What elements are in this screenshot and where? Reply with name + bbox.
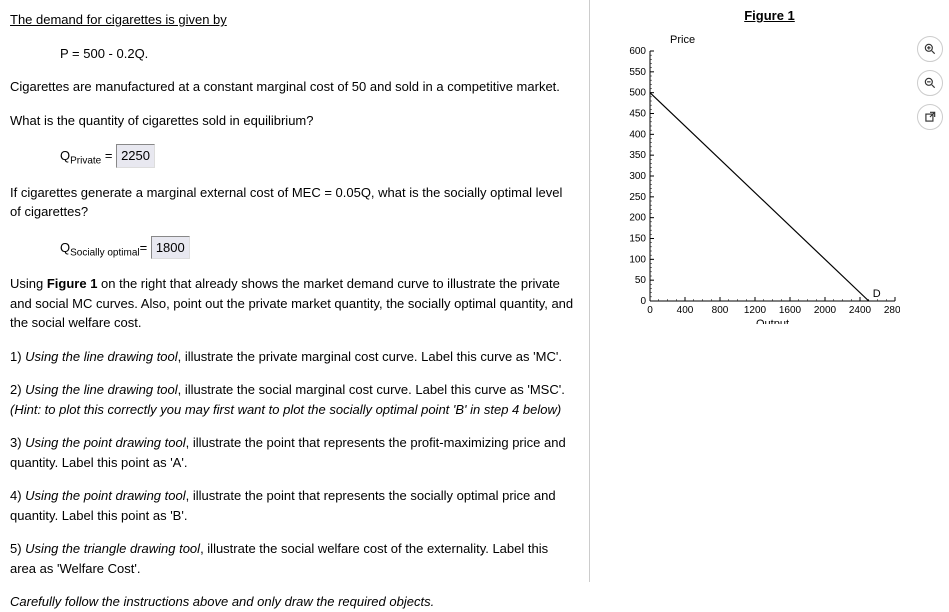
svg-text:1200: 1200	[744, 305, 767, 316]
question-equilibrium: What is the quantity of cigarettes sold …	[10, 111, 575, 131]
svg-text:0: 0	[647, 305, 653, 316]
q-social-label-pre: Q	[60, 240, 70, 255]
q-social-label-post: =	[140, 240, 151, 255]
svg-text:Price: Price	[670, 34, 695, 46]
zoom-in-icon[interactable]	[917, 36, 943, 62]
step-4: 4) Using the point drawing tool, illustr…	[10, 486, 575, 525]
q-private-label-post: =	[101, 148, 116, 163]
q-social-row: QSocially optimal= 1800	[60, 236, 575, 261]
svg-text:0: 0	[640, 296, 646, 307]
svg-text:300: 300	[629, 171, 646, 182]
cost-info: Cigarettes are manufactured at a constan…	[10, 77, 575, 97]
question-social-optimal: If cigarettes generate a marginal extern…	[10, 183, 575, 222]
svg-text:400: 400	[677, 305, 694, 316]
svg-text:2400: 2400	[849, 305, 872, 316]
svg-text:600: 600	[629, 46, 646, 57]
svg-text:400: 400	[629, 129, 646, 140]
figure-panel: Figure 1 0 50 100 150 200 250 300 350 400 450 500 5…	[590, 0, 949, 582]
step-5: 5) Using the triangle drawing tool, illu…	[10, 539, 575, 578]
q-private-label-pre: Q	[60, 148, 70, 163]
svg-text:250: 250	[629, 192, 646, 203]
demand-chart[interactable]: 0 50 100 150 200 250 300 350 400 450 500 550 600 0 400…	[610, 29, 900, 324]
step-2: 2) Using the line drawing tool, illustra…	[10, 380, 575, 419]
svg-text:350: 350	[629, 150, 646, 161]
chart-area[interactable]: 0 50 100 150 200 250 300 350 400 450 500 550 600 0 400…	[610, 29, 949, 327]
chart-toolbar	[917, 36, 943, 130]
svg-text:D: D	[873, 288, 881, 300]
q-private-input[interactable]: 2250	[116, 144, 155, 168]
intro-line: The demand for cigarettes is given by	[10, 10, 575, 30]
svg-text:2800: 2800	[884, 305, 900, 316]
figure-title: Figure 1	[590, 8, 949, 23]
svg-text:150: 150	[629, 234, 646, 245]
question-panel: The demand for cigarettes is given by P …	[0, 0, 590, 582]
svg-text:450: 450	[629, 109, 646, 120]
svg-text:2000: 2000	[814, 305, 837, 316]
step-3: 3) Using the point drawing tool, illustr…	[10, 433, 575, 472]
q-social-input[interactable]: 1800	[151, 236, 190, 260]
q-private-label-sub: Private	[70, 156, 101, 167]
zoom-out-icon[interactable]	[917, 70, 943, 96]
svg-text:1600: 1600	[779, 305, 802, 316]
step-1: 1) Using the line drawing tool, illustra…	[10, 347, 575, 367]
q-social-label-sub: Socially optimal	[70, 247, 139, 258]
popout-icon[interactable]	[917, 104, 943, 130]
equation-1: P = 500 - 0.2Q.	[60, 44, 575, 64]
svg-text:Output: Output	[756, 318, 789, 324]
footer-instruction: Carefully follow the instructions above …	[10, 592, 575, 612]
svg-text:800: 800	[712, 305, 729, 316]
svg-text:100: 100	[629, 254, 646, 265]
svg-text:550: 550	[629, 67, 646, 78]
svg-text:200: 200	[629, 213, 646, 224]
svg-text:50: 50	[635, 275, 647, 286]
figure-instruction: Using Figure 1 on the right that already…	[10, 274, 575, 333]
q-private-row: QPrivate = 2250	[60, 144, 575, 169]
svg-text:500: 500	[629, 88, 646, 99]
